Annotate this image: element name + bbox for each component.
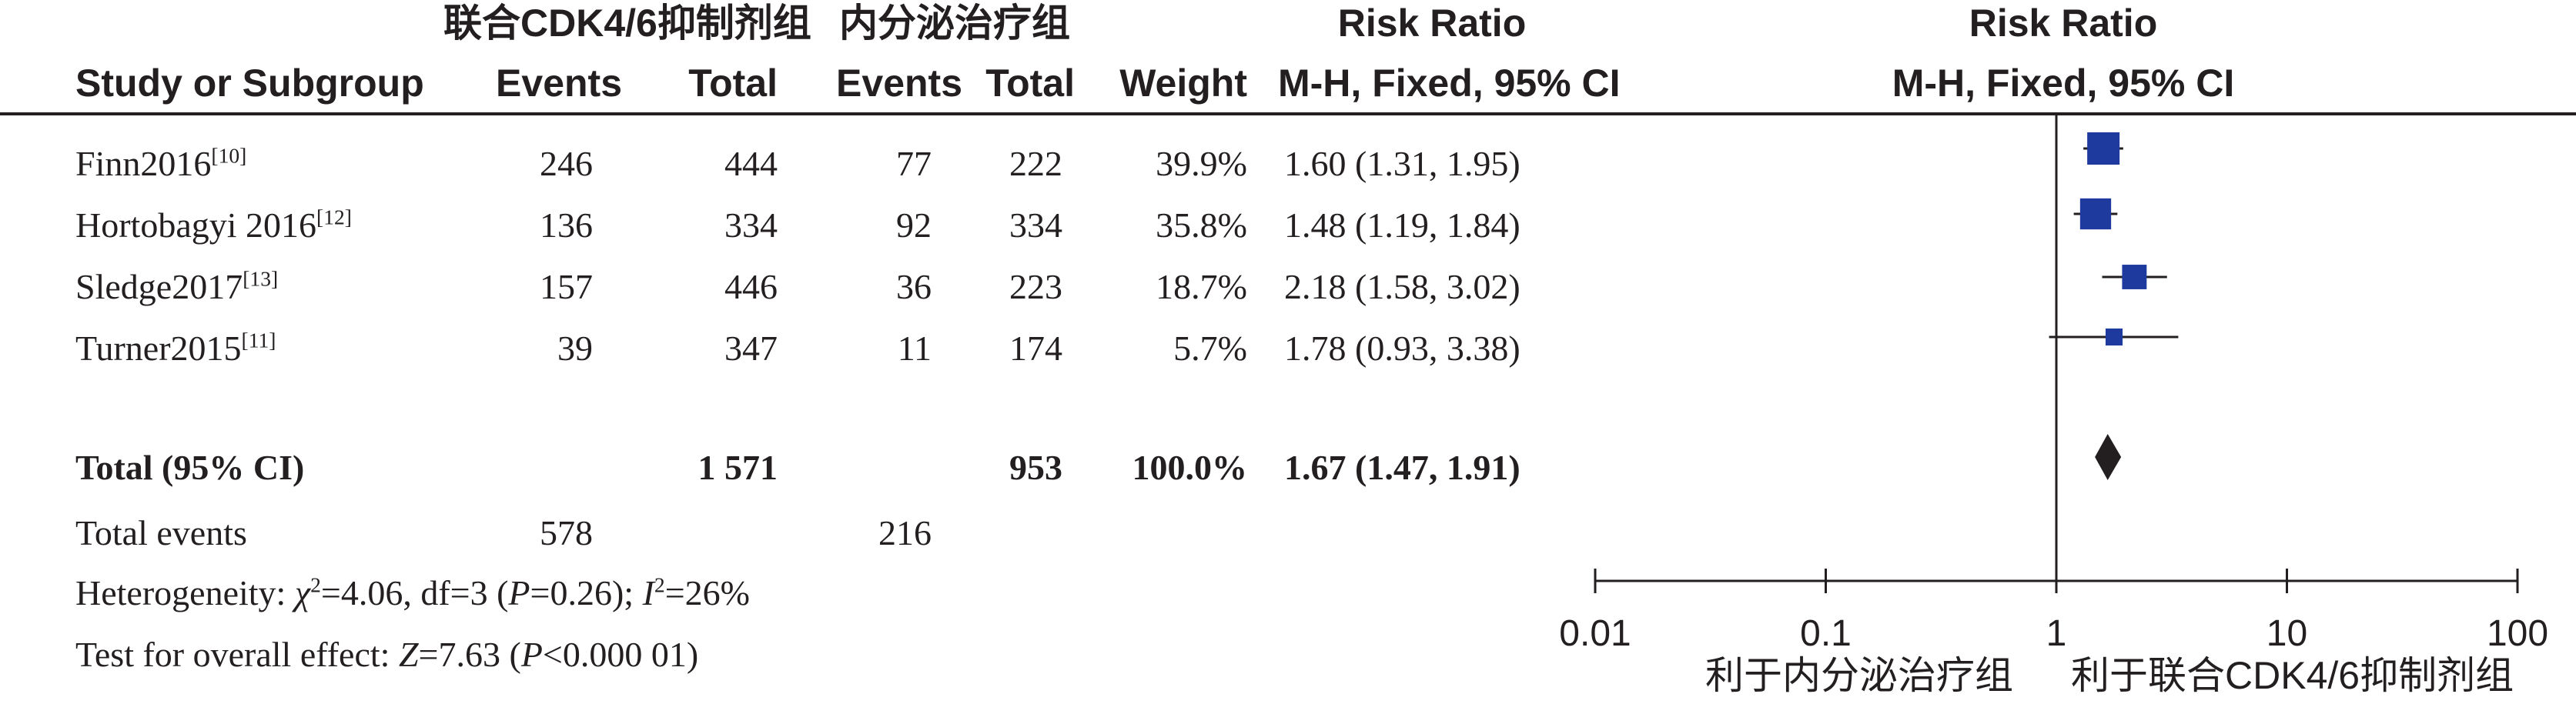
events2-header: Events <box>836 62 962 105</box>
pooled-diamond <box>2095 434 2122 480</box>
favours-control-label: 利于内分泌治疗组 <box>1705 654 2013 697</box>
x-tick-label: 0.01 <box>1559 613 1631 654</box>
events1-header: Events <box>496 62 622 105</box>
ci-cell: 1.48 (1.19, 1.84) <box>1284 205 1521 245</box>
ci-cell: 1.60 (1.31, 1.95) <box>1284 144 1521 183</box>
events2-cell: 92 <box>896 205 932 245</box>
study-marker <box>2087 132 2120 165</box>
events1-cell: 39 <box>557 329 593 368</box>
study-column-header: Study or Subgroup <box>75 62 424 105</box>
weight-cell: 39.9% <box>1156 144 1247 183</box>
total2-sum: 953 <box>1009 448 1062 487</box>
group1-header: 联合CDK4/6抑制剂组 <box>443 2 811 45</box>
total2-header: Total <box>985 62 1075 105</box>
total2-cell: 334 <box>1009 205 1062 245</box>
total1-cell: 446 <box>724 267 778 306</box>
method-header: M-H, Fixed, 95% CI <box>1278 62 1621 105</box>
total2-cell: 223 <box>1009 267 1062 306</box>
total1-cell: 334 <box>724 205 778 245</box>
total-events1: 578 <box>540 513 593 552</box>
total1-sum: 1 571 <box>698 448 778 487</box>
x-tick-label: 10 <box>2267 613 2307 654</box>
total-label: Total (95% CI) <box>75 448 305 487</box>
x-tick-label: 100 <box>2487 613 2548 654</box>
total1-header: Total <box>688 62 778 105</box>
study-name: Finn2016[10] <box>75 143 247 183</box>
ci-cell: 1.78 (0.93, 3.38) <box>1284 329 1521 368</box>
study-marker <box>2105 328 2123 346</box>
plot-risk-ratio-header: Risk Ratio <box>1969 2 2158 45</box>
total2-cell: 222 <box>1009 144 1062 183</box>
group2-header: 内分泌治疗组 <box>839 2 1070 45</box>
study-marker <box>2079 198 2112 230</box>
study-name: Turner2015[11] <box>75 328 276 368</box>
total1-cell: 347 <box>724 329 778 368</box>
weight-header: Weight <box>1119 62 1247 105</box>
events2-cell: 11 <box>897 329 932 368</box>
events1-cell: 136 <box>540 205 593 245</box>
study-marker <box>2122 265 2147 289</box>
events1-cell: 246 <box>540 144 593 183</box>
total-events-label: Total events <box>75 513 247 552</box>
plot-method-header: M-H, Fixed, 95% CI <box>1892 62 2235 105</box>
events2-cell: 77 <box>896 144 932 183</box>
total2-cell: 174 <box>1009 329 1062 368</box>
total-ci: 1.67 (1.47, 1.91) <box>1284 448 1521 487</box>
favours-treatment-label: 利于联合CDK4/6抑制剂组 <box>2071 654 2514 697</box>
risk-ratio-header: Risk Ratio <box>1337 2 1527 45</box>
events2-cell: 36 <box>896 267 932 306</box>
study-name: Sledge2017[13] <box>75 266 279 306</box>
overall-effect-text: Test for overall effect: Z=7.63 (P<0.000… <box>75 635 699 674</box>
x-tick-label: 1 <box>2046 613 2067 654</box>
total-events2: 216 <box>878 513 932 552</box>
weight-cell: 35.8% <box>1156 205 1247 245</box>
heterogeneity-text: Heterogeneity: χ2=4.06, df=3 (P=0.26); I… <box>75 572 750 612</box>
header-rule <box>0 112 2576 115</box>
weight-cell: 5.7% <box>1173 329 1247 368</box>
total1-cell: 444 <box>724 144 778 183</box>
total-weight: 100.0% <box>1132 448 1248 487</box>
x-tick-label: 0.1 <box>1800 613 1852 654</box>
study-name: Hortobagyi 2016[12] <box>75 205 352 245</box>
weight-cell: 18.7% <box>1156 267 1247 306</box>
ci-cell: 2.18 (1.58, 3.02) <box>1284 267 1521 306</box>
events1-cell: 157 <box>540 267 593 306</box>
